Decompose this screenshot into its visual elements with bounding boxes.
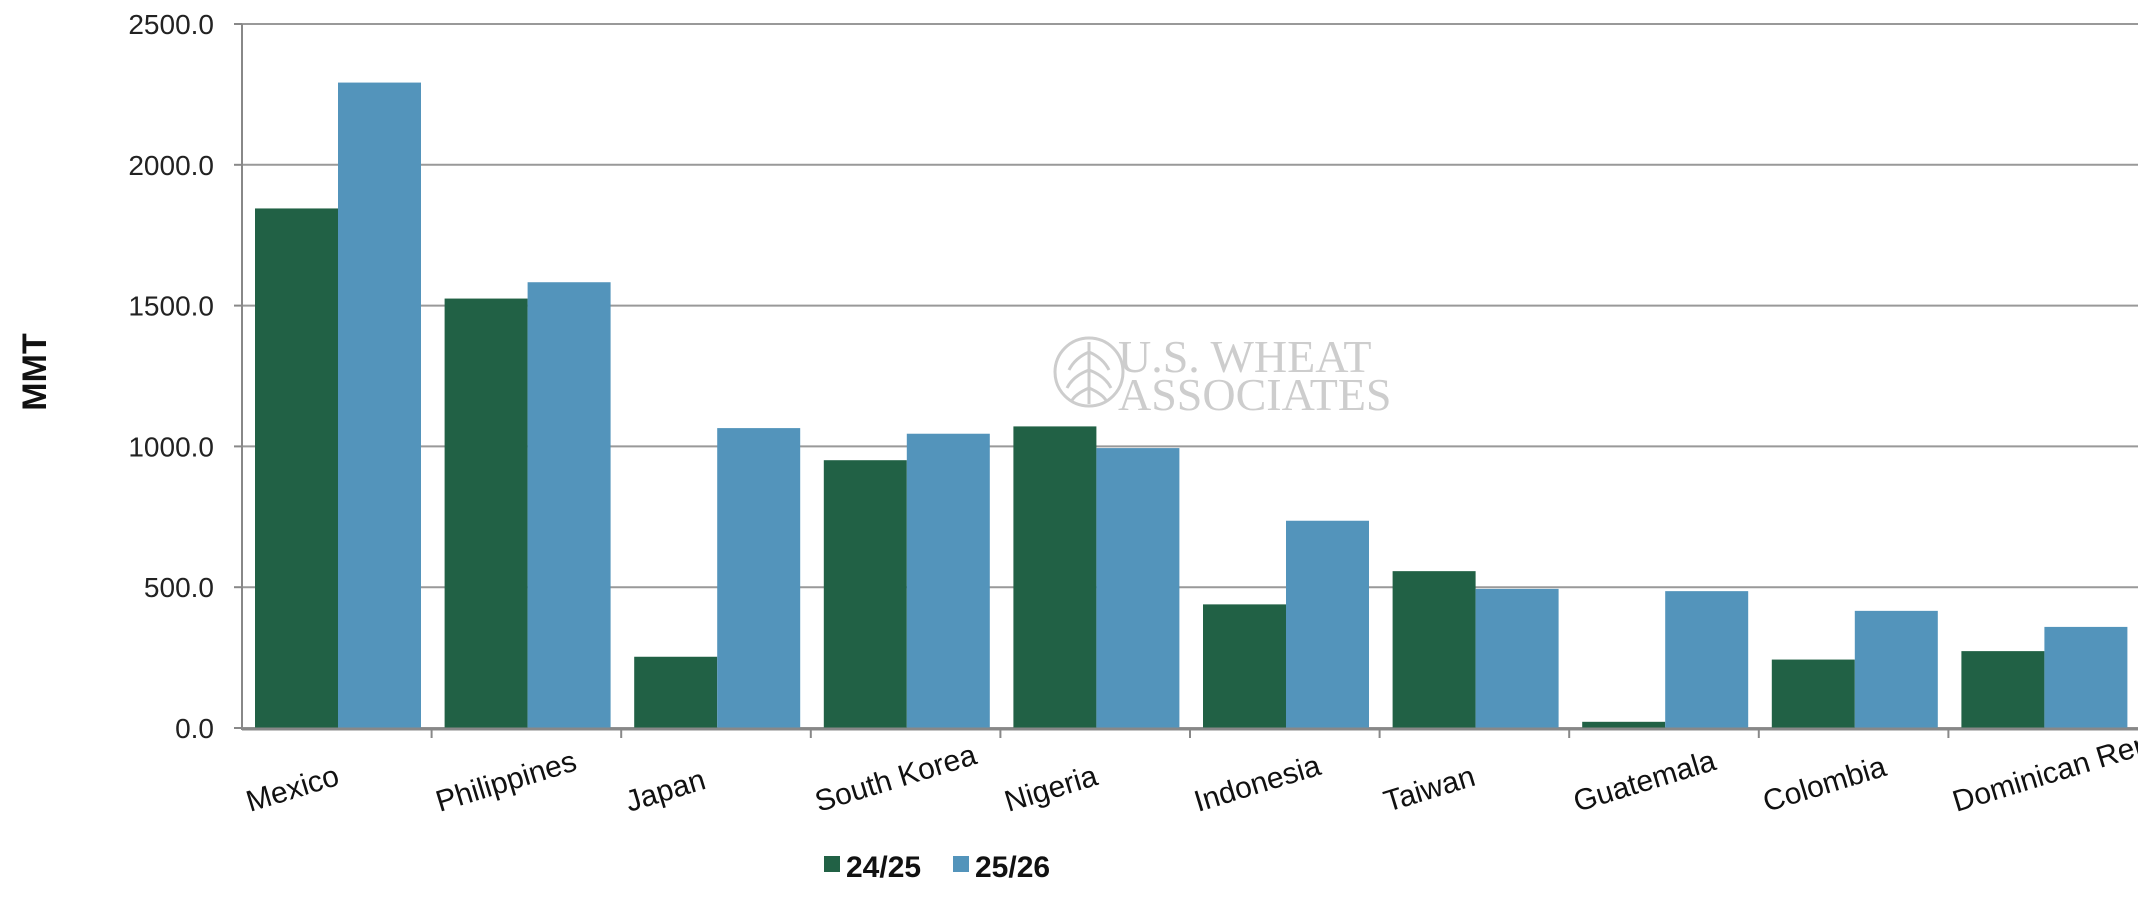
y-tick-label: 0.0	[175, 713, 214, 744]
axes	[241, 24, 2138, 738]
category-label: Philippines	[432, 745, 580, 819]
legend: 24/25 25/26	[824, 851, 1050, 884]
watermark-logo: U.S. WHEAT ASSOCIATES	[1053, 331, 1392, 420]
bar-25-26-dominican-republic	[2044, 626, 2128, 728]
bar-24-25-philippines	[444, 298, 528, 728]
y-tick-label: 1500.0	[128, 291, 214, 322]
bar-24-25-japan	[634, 656, 718, 728]
bar-25-26-mexico	[338, 82, 421, 728]
y-tick-label: 2500.0	[128, 9, 214, 40]
wheat-emblem-icon	[1053, 336, 1125, 408]
bar-24-25-south-korea	[823, 460, 907, 728]
y-tick-label: 500.0	[144, 572, 214, 603]
bar-25-26-taiwan	[1475, 588, 1559, 728]
bar-25-26-guatemala	[1665, 591, 1749, 728]
y-axis-label: MMT	[16, 333, 54, 411]
bar-25-26-south-korea	[906, 433, 990, 728]
bar-24-25-colombia	[1771, 659, 1855, 728]
category-label: Taiwan	[1380, 760, 1479, 819]
category-label: South Korea	[811, 738, 980, 818]
bar-24-25-nigeria	[1013, 426, 1097, 728]
category-label: Guatemala	[1570, 744, 1720, 819]
category-label: Colombia	[1759, 750, 1890, 819]
bar-24-25-mexico	[255, 208, 338, 728]
bar-24-25-taiwan	[1392, 571, 1476, 728]
bars	[255, 82, 2128, 728]
legend-swatch	[953, 856, 969, 872]
legend-label: 24/25	[846, 851, 921, 884]
bar-24-25-guatemala	[1582, 721, 1666, 728]
legend-swatch	[824, 856, 840, 872]
category-label: Nigeria	[1001, 759, 1102, 818]
bar-25-26-japan	[717, 428, 801, 728]
watermark-line-2: ASSOCIATES	[1118, 369, 1392, 420]
category-label: Indonesia	[1190, 749, 1324, 819]
category-label: Mexico	[242, 759, 343, 818]
category-label: Japan	[622, 763, 710, 818]
bar-25-26-philippines	[527, 282, 611, 728]
bar-24-25-indonesia	[1203, 604, 1286, 728]
y-tick-label: 2000.0	[128, 150, 214, 181]
bar-25-26-nigeria	[1096, 448, 1180, 728]
bar-25-26-indonesia	[1286, 520, 1369, 728]
bar-24-25-dominican-republic	[1961, 651, 2045, 728]
y-tick-label: 1000.0	[128, 431, 214, 462]
bar-25-26-colombia	[1854, 610, 1938, 728]
y-tick-labels: 0.0 500.0 1000.0 1500.0 2000.0 2500.0	[128, 9, 214, 744]
legend-label: 25/26	[975, 851, 1050, 884]
watermark-line-1: U.S. WHEAT	[1118, 331, 1371, 382]
